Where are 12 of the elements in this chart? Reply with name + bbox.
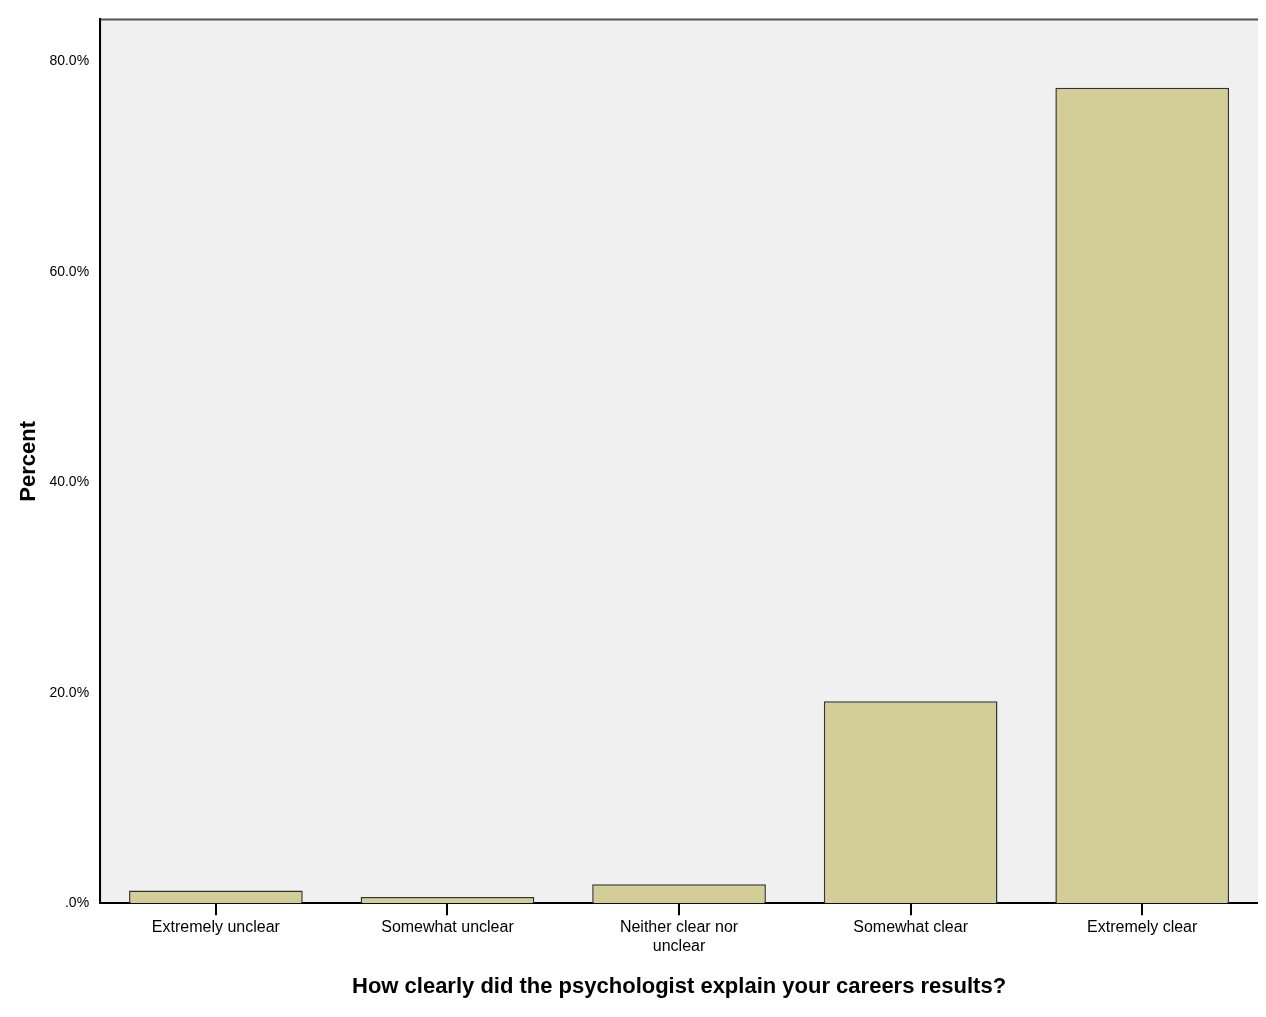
y-tick-label: 60.0%	[49, 262, 90, 279]
x-axis-title: How clearly did the psychologist explain your careers results?	[351, 972, 1007, 998]
x-tick-label: Somewhat clear	[853, 918, 969, 936]
x-tick-label: Extremely unclear	[151, 918, 281, 936]
y-tick-label: 20.0%	[49, 683, 90, 700]
y-tick-label: .0%	[64, 894, 90, 911]
y-tick-label: 40.0%	[49, 473, 90, 490]
y-axis-title: Percent	[15, 420, 41, 502]
y-tick-label: 80.0%	[49, 52, 90, 69]
x-tick-label: Somewhat unclear	[381, 918, 515, 936]
x-tick-label: Neither clear nor unclear	[619, 918, 739, 955]
x-tick-label: Extremely clear	[1087, 918, 1199, 936]
